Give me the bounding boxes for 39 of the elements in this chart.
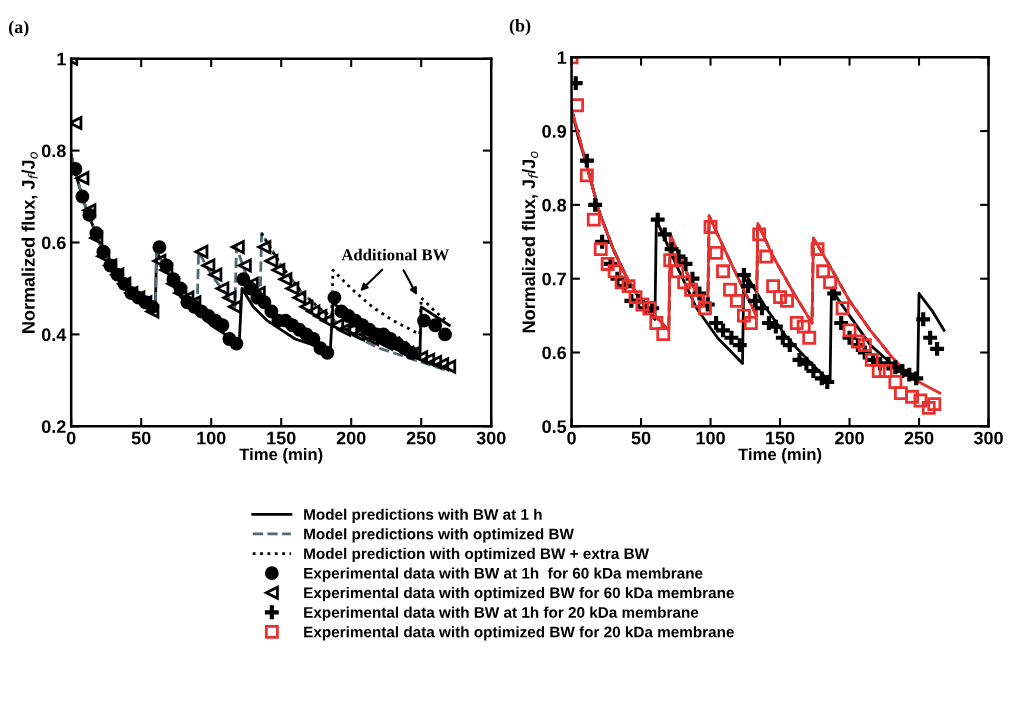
x-tick-label: 150: [267, 431, 296, 445]
x-tick-label: 200: [336, 431, 366, 445]
x-tick-label: 50: [131, 431, 151, 445]
y-tick-label: 0.6: [41, 236, 66, 250]
annotation: Additional BW: [341, 248, 449, 261]
x-tick-label: 0: [66, 431, 76, 445]
x-tick-label: 250: [904, 431, 934, 445]
x-tick-label: 250: [406, 431, 436, 445]
y-tick-label: 0.2: [41, 420, 66, 434]
x-tick-label: 300: [973, 431, 1003, 445]
chart-title: (a): [8, 20, 29, 37]
y-tick-label: 1: [57, 52, 66, 66]
y-tick-label: 1: [557, 51, 567, 64]
y-tick-label: 0.5: [542, 420, 567, 434]
chart-title: (b): [509, 18, 531, 36]
x-tick-label: 50: [631, 431, 651, 445]
x-tick-label: 0: [567, 431, 576, 445]
x-tick-label: 100: [696, 431, 725, 445]
x-axis-title: Time (min): [239, 448, 323, 464]
legend-label: Model predictions with BW at 1 h: [304, 508, 542, 523]
legend-label: Experimental data with BW at 1h for 20 kDa membrane: [304, 606, 699, 621]
x-tick-label: 200: [835, 431, 864, 445]
y-tick-label: 0.8: [542, 198, 567, 212]
y-tick-label: 0.4: [41, 328, 67, 342]
x-tick-label: 150: [766, 431, 795, 445]
y-tick-label: 0.8: [41, 144, 66, 158]
legend-label: Model predictions with optimized BW: [304, 528, 574, 543]
x-axis-title: Time (min): [738, 448, 822, 464]
legend-label: Experimental data with BW at 1h for 60 kDa membrane: [304, 567, 703, 582]
y-axis-title: Normalized flux, J$_{f}$/J$_{o}$: [521, 151, 539, 333]
legend-label: Experimental data with optimized BW for 60 kDa membrane: [304, 587, 734, 602]
legend-label: Model prediction with optimized BW + extra BW: [304, 547, 650, 563]
x-tick-label: 300: [476, 431, 506, 445]
y-axis-title: Normalized flux, J$_{f}$/J$_{o}$: [21, 152, 38, 333]
y-tick-label: 0.9: [542, 125, 567, 138]
y-tick-label: 0.7: [542, 272, 566, 286]
legend-label: Experimental data with optimized BW for 20 kDa membrane: [304, 626, 734, 641]
x-tick-label: 100: [197, 431, 226, 445]
y-tick-label: 0.6: [542, 346, 567, 360]
